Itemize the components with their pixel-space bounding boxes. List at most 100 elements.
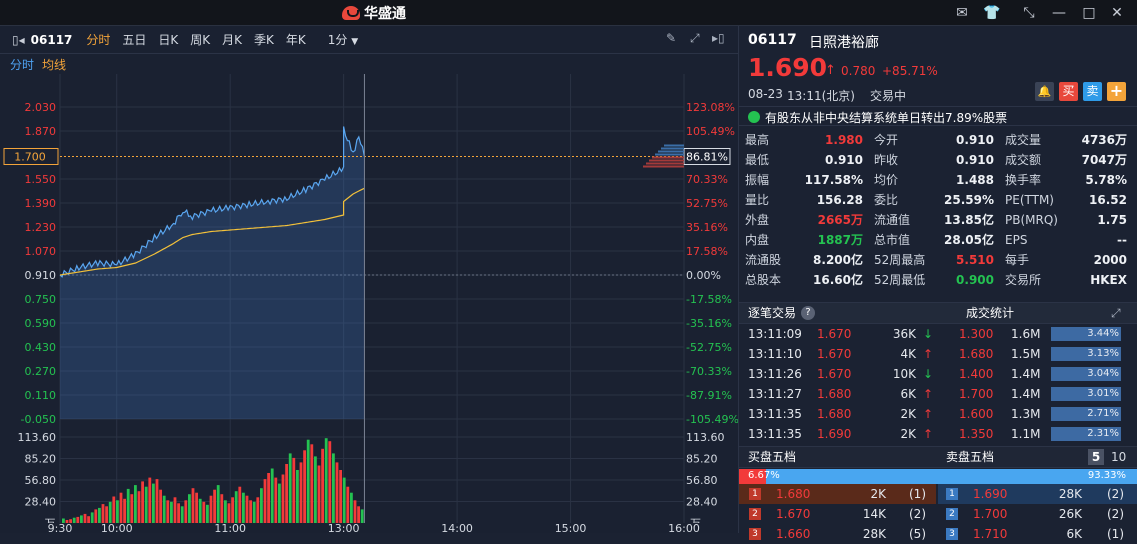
tab-quarterly-k[interactable]: 季K [254, 33, 274, 47]
volume-bar [324, 438, 328, 523]
ask-volume: 26K [1058, 507, 1082, 521]
volume-bar [299, 462, 303, 523]
x-tick-label: 10:00 [101, 522, 133, 533]
stat-pct-bar: 2.71% [1051, 407, 1121, 421]
sell-button[interactable]: 卖 [1083, 82, 1102, 101]
collapse-icon[interactable]: ▯◂ [12, 32, 25, 47]
volume-bar [339, 470, 342, 523]
volume-bar [87, 516, 90, 523]
volume-bar [346, 486, 350, 523]
volume-bar [141, 481, 144, 523]
bid-volume: 14K [862, 507, 886, 521]
y-tick-label: 2.030 [25, 101, 57, 114]
sell-book-title: 卖盘五档 [946, 450, 995, 464]
pct-tick-label: 52.75% [686, 197, 728, 210]
pct-tick-label: 17.58% [686, 245, 728, 258]
stat-price: 1.700 [959, 387, 994, 401]
stat-label: 内盘 [745, 233, 770, 247]
volume-bar [256, 497, 260, 523]
interval-select[interactable]: 1分 ▼ [322, 31, 364, 48]
volume-bar [249, 500, 252, 523]
stat-label: 52周最高 [874, 253, 926, 267]
ask-level[interactable]: 1 1.690 28K (2) [938, 484, 1137, 504]
tab-monthly-k[interactable]: 月K [222, 33, 243, 47]
shirt-icon[interactable]: 👕 [983, 5, 1001, 21]
stat-label: 今开 [874, 133, 899, 147]
quote-date: 08-23 [748, 87, 783, 101]
volume-bar [335, 462, 339, 523]
stat-label: EPS [1005, 233, 1028, 247]
volume-bar [162, 495, 166, 523]
levels-5-button[interactable]: 5 [1088, 449, 1104, 465]
trade-row: 13:11:09 1.670 36K ↓ 1.300 1.6M 3.44% [739, 324, 1137, 344]
close-icon[interactable]: ✕ [1111, 5, 1123, 21]
tab-timeshare[interactable]: 分时 [86, 33, 111, 47]
stats-row: 内盘 1887万 总市值 28.05亿 EPS -- [739, 230, 1137, 250]
tab-daily-k[interactable]: 日K [158, 33, 179, 47]
stat-value: 5.510 [956, 253, 994, 267]
stat-value: 13.85亿 [944, 213, 994, 227]
volume-bar [80, 515, 83, 523]
stat-label: 流通值 [874, 213, 911, 227]
volume-bar [306, 439, 310, 523]
volume-bar [105, 506, 108, 523]
levels-10-button[interactable]: 10 [1111, 450, 1127, 464]
quote-code: 06117 [748, 32, 797, 48]
tab-five-day[interactable]: 五日 [122, 33, 147, 47]
expand-icon[interactable]: ⤢ [690, 31, 700, 45]
pen-icon[interactable]: ✎ [666, 31, 677, 45]
add-watchlist-button[interactable]: + [1107, 82, 1126, 101]
volume-bar [112, 496, 116, 523]
stat-volume: 1.4M [1011, 387, 1041, 401]
buy-button[interactable]: 买 [1059, 82, 1078, 101]
intraday-chart[interactable]: 2.030 1.870 1.550 1.390 1.230 1.070 0.910 0.750… [0, 74, 738, 533]
volume-bar [285, 464, 288, 523]
subtab-timeshare[interactable]: 分时 [10, 57, 35, 72]
bid-pct: 6.67% [748, 470, 780, 481]
volume-bar [350, 492, 353, 523]
x-tick-label: 14:00 [441, 522, 473, 533]
stats-row: 总股本 16.60亿 52周最低 0.900 交易所 HKEX [739, 270, 1137, 290]
chevron-down-icon: ▼ [351, 37, 359, 47]
stat-volume: 1.6M [1011, 327, 1041, 341]
y-tick-label: 1.070 [25, 245, 57, 258]
ask-level-badge: 3 [946, 528, 958, 540]
bid-level[interactable]: 1 1.680 2K (1) [739, 484, 936, 504]
y-tick-label: -0.050 [21, 413, 56, 426]
bid-level[interactable]: 3 1.660 28K (5) [739, 524, 936, 544]
notice-dot-icon [748, 111, 760, 123]
stat-value: 1.488 [956, 173, 994, 187]
app-logo: 华盛通 [342, 3, 406, 23]
notice-bar[interactable]: 有股东从非中央结算系统单日转出7.89%股票 [739, 106, 1137, 126]
ask-level-badge: 2 [946, 508, 958, 520]
subtab-avg-line[interactable]: 均线 [42, 57, 67, 72]
ask-level[interactable]: 2 1.700 26K (2) [938, 504, 1137, 524]
depth-bar [646, 162, 684, 165]
volume-stats-tab[interactable]: 成交统计 [966, 306, 1015, 320]
volume-tick-label-right: 85.20 [686, 453, 718, 466]
stat-value: 1.75 [1097, 213, 1127, 227]
depth-bar [652, 156, 684, 159]
stat-value: 2665万 [817, 213, 863, 227]
stat-pct-bar: 3.01% [1051, 387, 1121, 401]
volume-bar [242, 492, 245, 523]
tab-weekly-k[interactable]: 周K [190, 33, 211, 47]
x-tick-label: 15:00 [555, 522, 587, 533]
help-icon[interactable]: ? [801, 306, 815, 320]
bid-price: 1.680 [776, 487, 811, 501]
mail-icon[interactable]: ✉ [956, 5, 968, 21]
expand-panel-icon[interactable]: ⤢ [1111, 306, 1121, 320]
trades-tab[interactable]: 逐笔交易 [748, 306, 797, 320]
maximize-icon[interactable]: □ [1082, 5, 1096, 21]
trade-price: 1.670 [817, 367, 852, 381]
ask-volume: 28K [1058, 487, 1082, 501]
volume-bar [148, 477, 152, 523]
minimize-icon[interactable]: — [1052, 5, 1066, 21]
bell-icon[interactable]: 🔔 [1035, 82, 1054, 101]
stat-value: 28.05亿 [944, 233, 994, 247]
tab-yearly-k[interactable]: 年K [285, 33, 306, 47]
shrink-icon[interactable]: ⤡ [1023, 5, 1035, 21]
bid-level[interactable]: 2 1.670 14K (2) [739, 504, 936, 524]
sidebar-toggle-icon[interactable]: ▸▯ [712, 31, 725, 45]
ask-level[interactable]: 3 1.710 6K (1) [938, 524, 1137, 544]
